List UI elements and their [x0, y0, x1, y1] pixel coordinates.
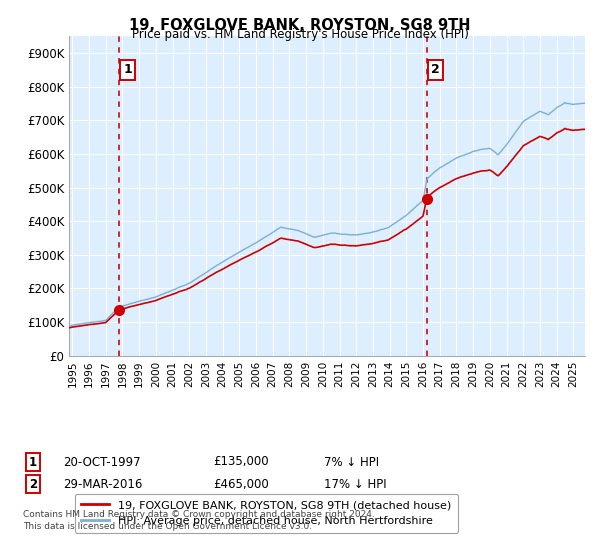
Text: 29-MAR-2016: 29-MAR-2016	[63, 478, 142, 491]
Text: 2: 2	[431, 63, 440, 76]
Text: This data is licensed under the Open Government Licence v3.0.: This data is licensed under the Open Gov…	[23, 522, 312, 531]
Text: £465,000: £465,000	[213, 478, 269, 491]
Text: Price paid vs. HM Land Registry's House Price Index (HPI): Price paid vs. HM Land Registry's House …	[131, 28, 469, 41]
Text: 7% ↓ HPI: 7% ↓ HPI	[324, 455, 379, 469]
Text: Contains HM Land Registry data © Crown copyright and database right 2024.: Contains HM Land Registry data © Crown c…	[23, 510, 374, 519]
Text: 1: 1	[29, 455, 37, 469]
Text: 17% ↓ HPI: 17% ↓ HPI	[324, 478, 386, 491]
Text: 2: 2	[29, 478, 37, 491]
Text: 19, FOXGLOVE BANK, ROYSTON, SG8 9TH: 19, FOXGLOVE BANK, ROYSTON, SG8 9TH	[129, 18, 471, 33]
Text: £135,000: £135,000	[213, 455, 269, 469]
Text: 20-OCT-1997: 20-OCT-1997	[63, 455, 140, 469]
Text: 1: 1	[123, 63, 132, 76]
Legend: 19, FOXGLOVE BANK, ROYSTON, SG8 9TH (detached house), HPI: Average price, detach: 19, FOXGLOVE BANK, ROYSTON, SG8 9TH (det…	[74, 493, 458, 533]
